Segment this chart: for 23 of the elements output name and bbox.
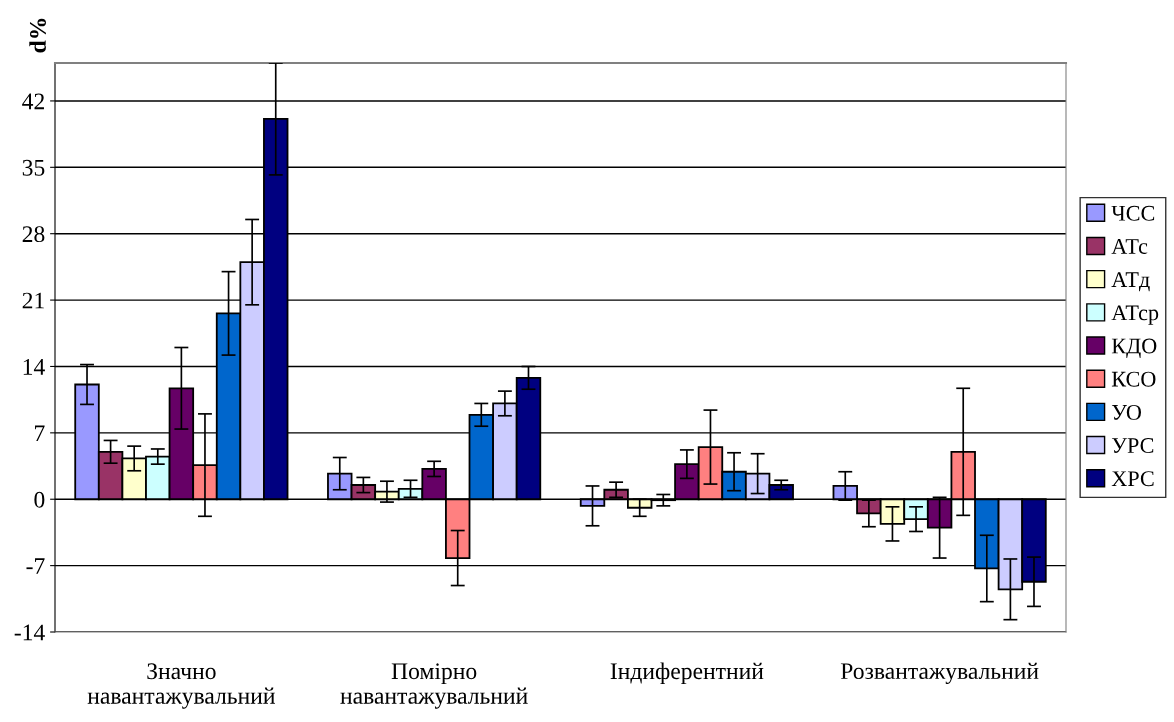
y-tick-label: -7 bbox=[26, 558, 45, 574]
x-tick-label: Розвантажувальний bbox=[840, 662, 1039, 684]
legend-label: АТср bbox=[1111, 305, 1159, 325]
legend-label: УРС bbox=[1111, 438, 1154, 453]
y-axis-title: d% bbox=[29, 18, 46, 53]
x-tick-label: Значно навантажувальний bbox=[87, 663, 275, 709]
y-tick-label: 7 bbox=[35, 425, 45, 442]
y-tick-label: -14 bbox=[14, 624, 45, 641]
legend-label: УО bbox=[1111, 404, 1142, 420]
y-tick-label: 28 bbox=[22, 226, 45, 243]
x-tick-label: Помірно навантажувальний bbox=[340, 663, 528, 709]
x-tick-label: Індиферентний bbox=[610, 662, 764, 684]
legend-label: КДО bbox=[1111, 338, 1157, 358]
legend-label: АТс bbox=[1111, 239, 1148, 254]
legend-label: АТд bbox=[1111, 272, 1150, 292]
legend-label: КСО bbox=[1111, 371, 1156, 387]
y-tick-label: 35 bbox=[22, 159, 45, 176]
legend-label: ЧСС bbox=[1111, 205, 1155, 221]
y-tick-label: 14 bbox=[23, 359, 45, 375]
legend-label: ХРС bbox=[1111, 471, 1154, 487]
y-tick-label: 42 bbox=[22, 93, 44, 110]
y-tick-label: 21 bbox=[22, 292, 44, 309]
y-tick-label: 0 bbox=[34, 491, 45, 508]
